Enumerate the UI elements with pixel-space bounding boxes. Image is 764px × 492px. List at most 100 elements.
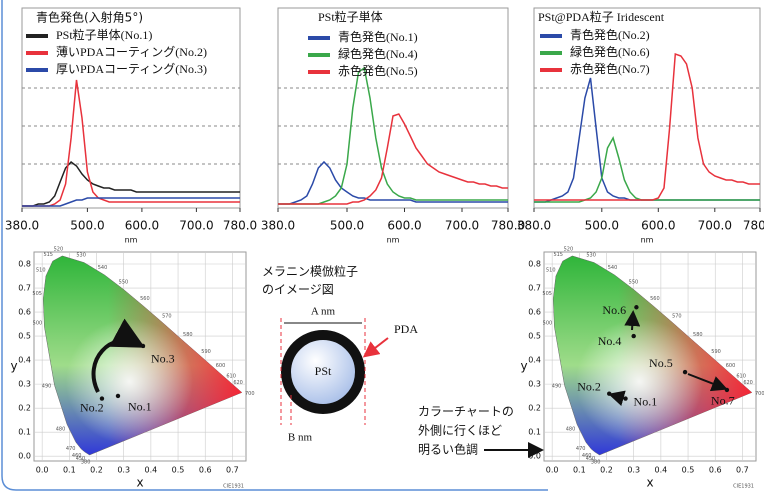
wavelength-label: 460 bbox=[582, 453, 592, 459]
shift-arrow bbox=[632, 314, 633, 330]
y-tick-label: 0.0 bbox=[18, 452, 31, 461]
point-label: No.7 bbox=[711, 394, 735, 408]
y-tick-label: 0.0 bbox=[528, 452, 541, 461]
figure: 380.0 500.0 600.0 700.0 780.0 nm 青色発色(入射角5°) PS… bbox=[0, 0, 764, 492]
point-label: No.2 bbox=[577, 379, 601, 393]
wavelength-label: 550 bbox=[629, 279, 639, 285]
point bbox=[683, 370, 687, 374]
point-label: No.6 bbox=[602, 303, 626, 317]
wavelength-label: 610 bbox=[736, 373, 746, 379]
x-axis-label: nm bbox=[387, 236, 400, 245]
y-tick-label: 0.4 bbox=[528, 356, 541, 365]
x-tick-label: 700.0 bbox=[445, 219, 479, 233]
x-tick-label: 500.0 bbox=[585, 219, 619, 233]
x-tick-label: 0.3 bbox=[117, 466, 130, 475]
wavelength-label: 500 bbox=[33, 320, 43, 326]
y-tick-label: 0.4 bbox=[18, 356, 31, 365]
x-tick-label: 500.0 bbox=[70, 219, 104, 233]
y-tick-label: 0.7 bbox=[528, 284, 541, 293]
x-tick-label: 780.0 bbox=[743, 219, 764, 233]
dim-label: B nm bbox=[288, 432, 313, 444]
wavelength-label: 490 bbox=[42, 384, 52, 390]
x-tick-label: 380.0 bbox=[5, 219, 39, 233]
wavelength-label: 515 bbox=[553, 252, 563, 258]
x-tick-label: 700.0 bbox=[179, 219, 213, 233]
y-tick-label: 0.2 bbox=[528, 404, 541, 413]
y-tick-label: 0.5 bbox=[528, 332, 541, 341]
y-tick-label: 0.7 bbox=[18, 284, 31, 293]
wavelength-label: 510 bbox=[546, 267, 556, 273]
legend-label: 青色発色(No.2) bbox=[570, 28, 650, 42]
x-tick-label: 0.7 bbox=[736, 466, 749, 475]
chart-title: PSt@PDA粒子 Iridescent bbox=[538, 9, 665, 24]
note-line: 明るい色調 bbox=[418, 443, 478, 457]
wavelength-label: 620 bbox=[743, 380, 753, 386]
x-tick-label: 0.6 bbox=[709, 466, 722, 475]
x-tick-label: 0.2 bbox=[600, 466, 613, 475]
y-tick-label: 0.6 bbox=[18, 308, 31, 317]
note-line: 外側に行くほど bbox=[418, 424, 502, 438]
x-tick-label: 380.0 bbox=[261, 219, 295, 233]
wavelength-label: 590 bbox=[711, 349, 721, 355]
x-axis-label: nm bbox=[641, 236, 654, 245]
wavelength-label: 580 bbox=[183, 332, 193, 338]
wavelength-label: 620 bbox=[233, 380, 243, 386]
point bbox=[631, 334, 635, 338]
shell-label: PDA bbox=[394, 322, 418, 336]
wavelength-label: 610 bbox=[226, 373, 236, 379]
x-tick-label: 0.5 bbox=[682, 466, 695, 475]
legend-label: 緑色発色(No.4) bbox=[338, 46, 418, 61]
point bbox=[141, 344, 145, 348]
legend-label: 薄いPDAコーティング(No.2) bbox=[56, 44, 207, 59]
x-tick-label: 0.2 bbox=[90, 466, 103, 475]
wavelength-label: 470 bbox=[576, 446, 586, 452]
point bbox=[725, 388, 729, 392]
wavelength-label: 560 bbox=[140, 296, 150, 302]
x-tick-label: 600.0 bbox=[387, 219, 421, 233]
wavelength-label: 530 bbox=[76, 253, 86, 259]
y-tick-label: 0.8 bbox=[528, 260, 541, 269]
wavelength-label: 530 bbox=[586, 253, 596, 259]
wavelength-label: 600 bbox=[216, 363, 226, 369]
y-tick-label: 0.3 bbox=[18, 380, 31, 389]
wavelength-label: 700 bbox=[755, 391, 764, 397]
legend-label: 緑色発色(No.6) bbox=[570, 44, 650, 59]
wavelength-label: 520 bbox=[564, 246, 574, 252]
x-tick-label: 0.6 bbox=[199, 466, 212, 475]
x-tick-label: 0.1 bbox=[63, 466, 76, 475]
y-tick-label: 0.8 bbox=[18, 260, 31, 269]
chart-title: 青色発色(入射角5°) bbox=[36, 10, 143, 25]
point-label: No.1 bbox=[634, 394, 658, 408]
wavelength-label: 600 bbox=[726, 363, 736, 369]
x-tick-label: 0.4 bbox=[145, 466, 158, 475]
wavelength-label: 515 bbox=[43, 252, 53, 258]
wavelength-label: 540 bbox=[608, 265, 618, 271]
x-tick-label: 600.0 bbox=[125, 219, 159, 233]
point bbox=[607, 392, 611, 396]
x-tick-label: 700.0 bbox=[698, 219, 732, 233]
legend-label: 赤色発色(No.5) bbox=[338, 64, 418, 78]
wavelength-label: 470 bbox=[66, 446, 76, 452]
footer: CIE1931 bbox=[223, 484, 244, 490]
y-tick-label: 0.1 bbox=[528, 428, 541, 437]
point-label: No.2 bbox=[80, 400, 104, 414]
wavelength-label: 520 bbox=[54, 246, 64, 252]
legend-label: PSt粒子単体(No.1) bbox=[56, 27, 152, 42]
wavelength-label: 490 bbox=[552, 384, 562, 390]
y-tick-label: 0.5 bbox=[18, 332, 31, 341]
x-tick-label: 380.0 bbox=[517, 219, 551, 233]
point-label: No.3 bbox=[151, 352, 175, 366]
chart-title: PSt粒子単体 bbox=[318, 9, 383, 24]
x-axis-label: x bbox=[646, 476, 653, 490]
wavelength-label: 570 bbox=[672, 314, 682, 320]
x-tick-label: 0.4 bbox=[655, 466, 668, 475]
point-label: No.4 bbox=[598, 334, 622, 348]
wavelength-label: 500 bbox=[543, 320, 553, 326]
x-tick-label: 500.0 bbox=[330, 219, 364, 233]
point-label: No.5 bbox=[649, 356, 673, 370]
x-tick-label: 0.5 bbox=[172, 466, 185, 475]
dim-label: A nm bbox=[311, 306, 336, 318]
y-tick-label: 0.1 bbox=[18, 428, 31, 437]
legend-label: 赤色発色(No.7) bbox=[570, 62, 650, 76]
y-tick-label: 0.3 bbox=[528, 380, 541, 389]
